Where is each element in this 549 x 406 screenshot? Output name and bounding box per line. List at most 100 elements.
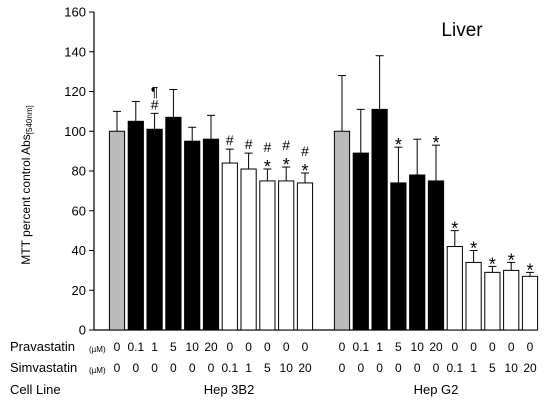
significance-marker: # [245,136,253,152]
simvastatin-dose: 20 [523,361,537,375]
y-tick-label: 20 [72,283,86,298]
pravastatin-dose: 0.1 [352,340,369,354]
simvastatin-dose: 1 [245,361,252,375]
condition-table: Pravastatin (µM) Simvastatin (µM) Cell L… [10,339,537,397]
significance-marker: # [226,132,234,148]
bar [446,246,463,331]
pravastatin-dose: 0 [527,340,534,354]
simvastatin-dose: 0 [433,361,440,375]
pravastatin-dose: 20 [429,340,443,354]
panel-label: Liver [441,20,483,41]
significance-marker: * [432,133,439,153]
pravastatin-dose: 10 [186,340,200,354]
bar [484,271,501,331]
pravastatin-dose: 0 [339,340,346,354]
significance-marker: * [451,219,458,239]
bar [371,108,388,331]
row-label-pravastatin: Pravastatin [10,339,75,354]
pravastatin-dose: 0 [451,340,458,354]
pravastatin-dose: 0 [508,340,515,354]
bar [296,182,314,331]
simvastatin-dose: 0 [189,361,196,375]
significance-marker: * [283,155,290,175]
pravastatin-dose: 1 [151,340,158,354]
y-axis-label: MTT percent control Abs[540nm] [19,105,34,264]
bar [221,162,238,331]
pravastatin-dose: 0 [245,340,252,354]
simvastatin-dose: 5 [489,361,496,375]
significance-marker: # [264,139,272,155]
simvastatin-dose: 0 [376,361,383,375]
significance-marker: # [301,143,309,159]
simvastatin-dose: 10 [505,361,519,375]
simvastatin-dose: 20 [298,361,312,375]
significance-marker: * [301,161,308,181]
pravastatin-dose: 1 [376,340,383,354]
simvastatin-dose: 0.1 [221,361,238,375]
simvastatin-dose: 0 [414,361,421,375]
bar [390,182,407,331]
pravastatin-dose: 5 [395,340,402,354]
significance-marker: * [264,157,271,177]
pravastatin-dose: 0 [283,340,290,354]
significance-marker: # [282,137,290,153]
pravastatin-dose: 5 [170,340,177,354]
pravastatin-dose: 0 [226,340,233,354]
bar [278,180,295,331]
simvastatin-dose: 5 [264,361,271,375]
bar [409,174,426,331]
bar [146,128,163,331]
simvastatin-dose: 1 [470,361,477,375]
y-axis-label-main: MTT percent control Abs [19,134,33,265]
axes: 0 20 40 60 80 100 120 140 160 [64,5,537,338]
y-tick-label: 0 [79,323,86,338]
pravastatin-dose: 0.1 [127,340,144,354]
bar [465,261,482,331]
simvastatin-dose: 0 [170,361,177,375]
significance-marker: * [470,239,477,259]
simvastatin-dose: 0 [208,361,215,375]
pravastatin-dose: 0 [489,340,496,354]
significance-marker: * [508,250,515,270]
y-tick-label: 80 [72,164,86,179]
pravastatin-dose: 10 [411,340,425,354]
bar [427,180,445,331]
cell-line-label: Hep 3B2 [204,382,255,397]
pravastatin-dose: 0 [302,340,309,354]
row-label-cell-line: Cell Line [10,382,61,397]
markers-layer: #¶# #*#*#*# * **** * * [151,83,534,280]
row-label-simvastatin: Simvastatin [10,360,77,375]
y-tick-label: 60 [72,203,86,218]
pravastatin-dose: 0 [470,340,477,354]
row-unit-pravastatin: (µM) [89,345,106,354]
row-unit-simvastatin: (µM) [89,366,106,375]
simvastatin-dose: 0 [395,361,402,375]
cell-line-label: Hep G2 [414,382,459,397]
simvastatin-dose: 0.1 [446,361,463,375]
y-tick-label: 40 [72,243,86,258]
simvastatin-dose: 0 [114,361,121,375]
significance-marker: * [395,135,402,155]
simvastatin-dose: 0 [357,361,364,375]
bars-layer [108,55,539,331]
bar [240,168,257,331]
significance-marker: * [489,254,496,274]
bar [127,120,144,331]
pravastatin-dose: 20 [204,340,218,354]
bar [165,116,182,331]
bar [521,275,539,331]
significance-marker: * [526,260,533,280]
bar [333,130,351,331]
significance-marker: # [151,96,159,112]
simvastatin-dose: 0 [339,361,346,375]
y-axis-label-unit: [540nm] [25,105,34,134]
bar [202,138,220,331]
simvastatin-dose: 0 [132,361,139,375]
pravastatin-dose: 0 [264,340,271,354]
significance-marker: ¶ [151,83,159,99]
simvastatin-dose: 10 [280,361,294,375]
simvastatin-dose: 0 [151,361,158,375]
y-tick-label: 100 [64,124,86,139]
pravastatin-dose: 0 [114,340,121,354]
